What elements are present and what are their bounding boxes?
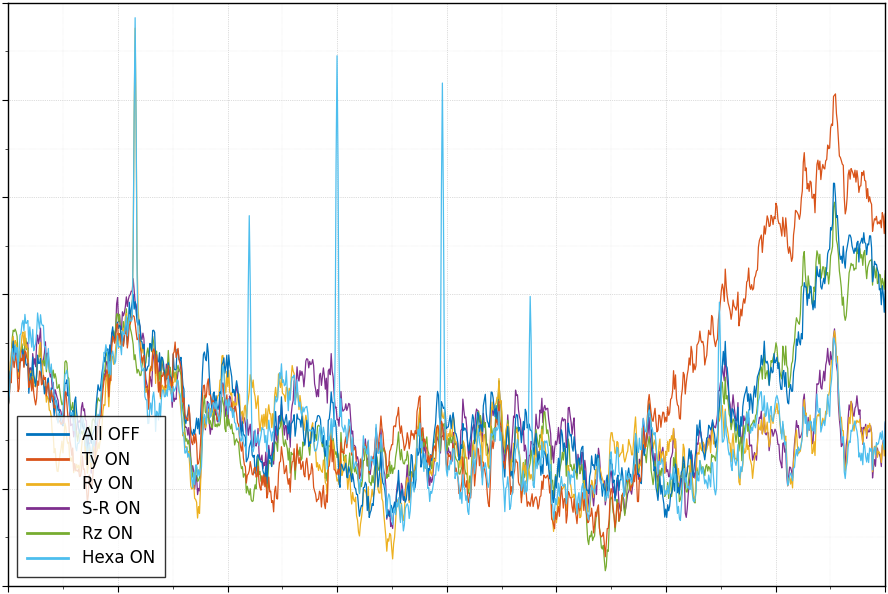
Ty ON (3, 402, 13, 409)
Hexa ON (99, 349, 109, 356)
All OFF (628, 460, 638, 467)
Ty ON (231, 410, 242, 417)
All OFF (761, 359, 772, 366)
Hexa ON (130, 14, 140, 21)
All OFF (880, 287, 888, 294)
Ty ON (628, 471, 638, 478)
Rz ON (628, 467, 638, 475)
Hexa ON (762, 399, 773, 406)
Rz ON (664, 480, 675, 487)
Line: Ry ON: Ry ON (8, 28, 885, 559)
All OFF (231, 377, 242, 384)
Ry ON (378, 511, 389, 518)
S-R ON (387, 525, 398, 532)
S-R ON (233, 390, 243, 397)
Rz ON (600, 567, 611, 574)
S-R ON (3, 402, 13, 409)
Ry ON (387, 555, 398, 563)
Ry ON (130, 24, 140, 31)
All OFF (3, 402, 13, 409)
Ty ON (761, 222, 772, 229)
Rz ON (3, 402, 13, 409)
Ry ON (99, 401, 109, 408)
Line: S-R ON: S-R ON (8, 279, 885, 529)
All OFF (829, 179, 839, 187)
S-R ON (128, 275, 139, 282)
Line: Rz ON: Rz ON (8, 202, 885, 571)
Hexa ON (3, 402, 13, 409)
Ty ON (664, 409, 675, 416)
Ry ON (880, 441, 888, 448)
Hexa ON (233, 425, 243, 432)
Hexa ON (880, 418, 888, 425)
S-R ON (880, 419, 888, 426)
Rz ON (377, 448, 388, 456)
Ry ON (3, 402, 13, 409)
Hexa ON (398, 527, 408, 535)
Rz ON (829, 198, 840, 206)
Ry ON (630, 424, 640, 431)
All OFF (377, 479, 388, 486)
S-R ON (99, 370, 109, 377)
Ry ON (762, 419, 773, 426)
Ty ON (600, 553, 611, 560)
All OFF (664, 503, 675, 510)
S-R ON (378, 467, 389, 475)
Rz ON (99, 369, 109, 376)
Line: Ty ON: Ty ON (8, 94, 885, 557)
Ry ON (665, 438, 676, 445)
S-R ON (630, 463, 640, 470)
Hexa ON (378, 472, 389, 479)
Ty ON (830, 90, 841, 97)
All OFF (99, 354, 109, 361)
S-R ON (665, 455, 676, 462)
Hexa ON (665, 470, 676, 478)
Ty ON (377, 429, 388, 437)
Ty ON (880, 210, 888, 217)
Rz ON (761, 371, 772, 378)
Rz ON (880, 267, 888, 274)
Rz ON (231, 435, 242, 443)
Legend: All OFF, Ty ON, Ry ON, S-R ON, Rz ON, Hexa ON: All OFF, Ty ON, Ry ON, S-R ON, Rz ON, He… (17, 416, 165, 577)
Line: All OFF: All OFF (8, 183, 885, 517)
Line: Hexa ON: Hexa ON (8, 18, 885, 531)
Ry ON (233, 390, 243, 397)
Ty ON (99, 378, 109, 385)
Hexa ON (630, 457, 640, 464)
S-R ON (762, 428, 773, 435)
All OFF (382, 514, 392, 521)
